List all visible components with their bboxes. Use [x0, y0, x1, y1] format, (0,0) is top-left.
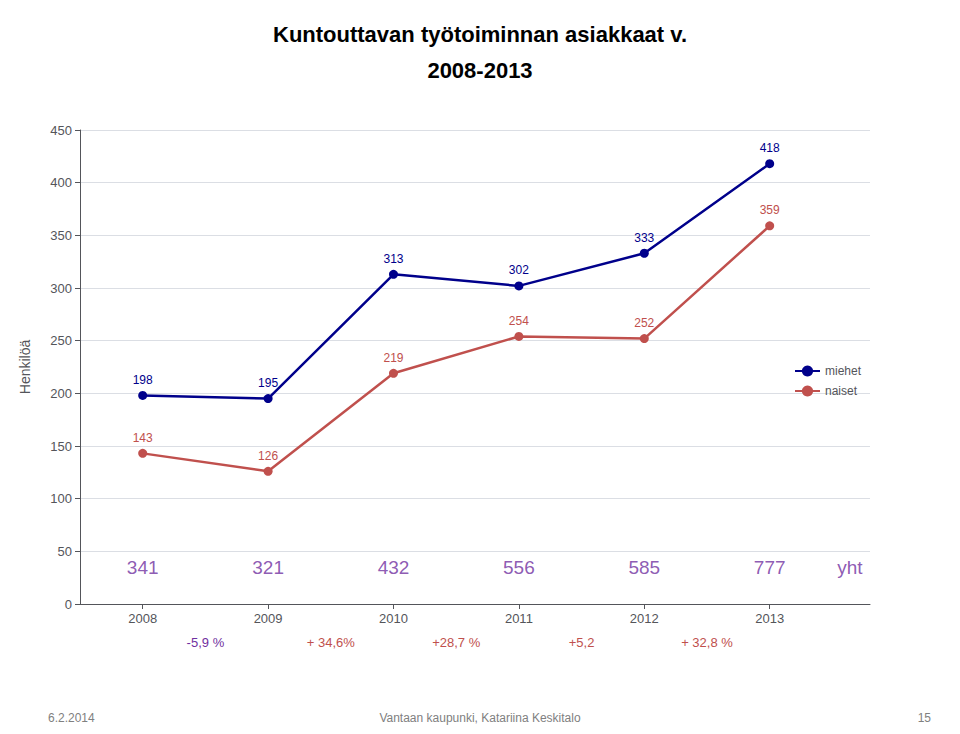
svg-text:250: 250 [50, 333, 72, 348]
svg-text:198: 198 [133, 373, 153, 387]
svg-text:6.2.2014: 6.2.2014 [48, 711, 95, 725]
svg-text:+5,2: +5,2 [569, 635, 595, 650]
svg-text:2008: 2008 [128, 611, 157, 626]
svg-text:Kuntouttavan työtoiminnan asia: Kuntouttavan työtoiminnan asiakkaat v. [273, 22, 687, 47]
svg-text:126: 126 [258, 449, 278, 463]
svg-text:+ 34,6%: + 34,6% [307, 635, 356, 650]
svg-text:yht: yht [837, 557, 863, 578]
svg-text:359: 359 [760, 203, 780, 217]
svg-text:777: 777 [754, 557, 786, 578]
svg-text:254: 254 [509, 314, 529, 328]
svg-text:2011: 2011 [505, 611, 533, 626]
svg-text:432: 432 [378, 557, 410, 578]
svg-text:300: 300 [50, 281, 72, 296]
svg-text:2013: 2013 [755, 611, 784, 626]
svg-text:2008-2013: 2008-2013 [427, 58, 532, 83]
svg-text:219: 219 [383, 351, 403, 365]
svg-text:50: 50 [58, 544, 72, 559]
svg-text:321: 321 [252, 557, 284, 578]
svg-text:100: 100 [50, 491, 72, 506]
svg-text:333: 333 [634, 231, 654, 245]
svg-text:+28,7 %: +28,7 % [432, 635, 481, 650]
svg-text:450: 450 [50, 123, 72, 138]
svg-text:15: 15 [918, 711, 932, 725]
svg-text:-5,9 %: -5,9 % [187, 635, 225, 650]
svg-text:+ 32,8 %: + 32,8 % [681, 635, 733, 650]
svg-text:313: 313 [383, 252, 403, 266]
svg-text:Henkilöä: Henkilöä [17, 340, 33, 395]
svg-text:195: 195 [258, 376, 278, 390]
svg-text:miehet: miehet [825, 364, 862, 378]
svg-text:200: 200 [50, 386, 72, 401]
svg-text:418: 418 [760, 141, 780, 155]
svg-text:585: 585 [628, 557, 660, 578]
svg-text:143: 143 [133, 431, 153, 445]
svg-text:350: 350 [50, 228, 72, 243]
svg-text:341: 341 [127, 557, 159, 578]
svg-text:150: 150 [50, 439, 72, 454]
svg-text:400: 400 [50, 175, 72, 190]
svg-text:252: 252 [634, 316, 654, 330]
svg-text:302: 302 [509, 263, 529, 277]
svg-text:0: 0 [65, 597, 72, 612]
svg-text:naiset: naiset [825, 384, 858, 398]
svg-text:2010: 2010 [379, 611, 408, 626]
svg-text:Vantaan kaupunki, Katariina Ke: Vantaan kaupunki, Katariina Keskitalo [379, 711, 581, 725]
svg-text:556: 556 [503, 557, 535, 578]
svg-text:2009: 2009 [254, 611, 283, 626]
svg-text:2012: 2012 [630, 611, 659, 626]
